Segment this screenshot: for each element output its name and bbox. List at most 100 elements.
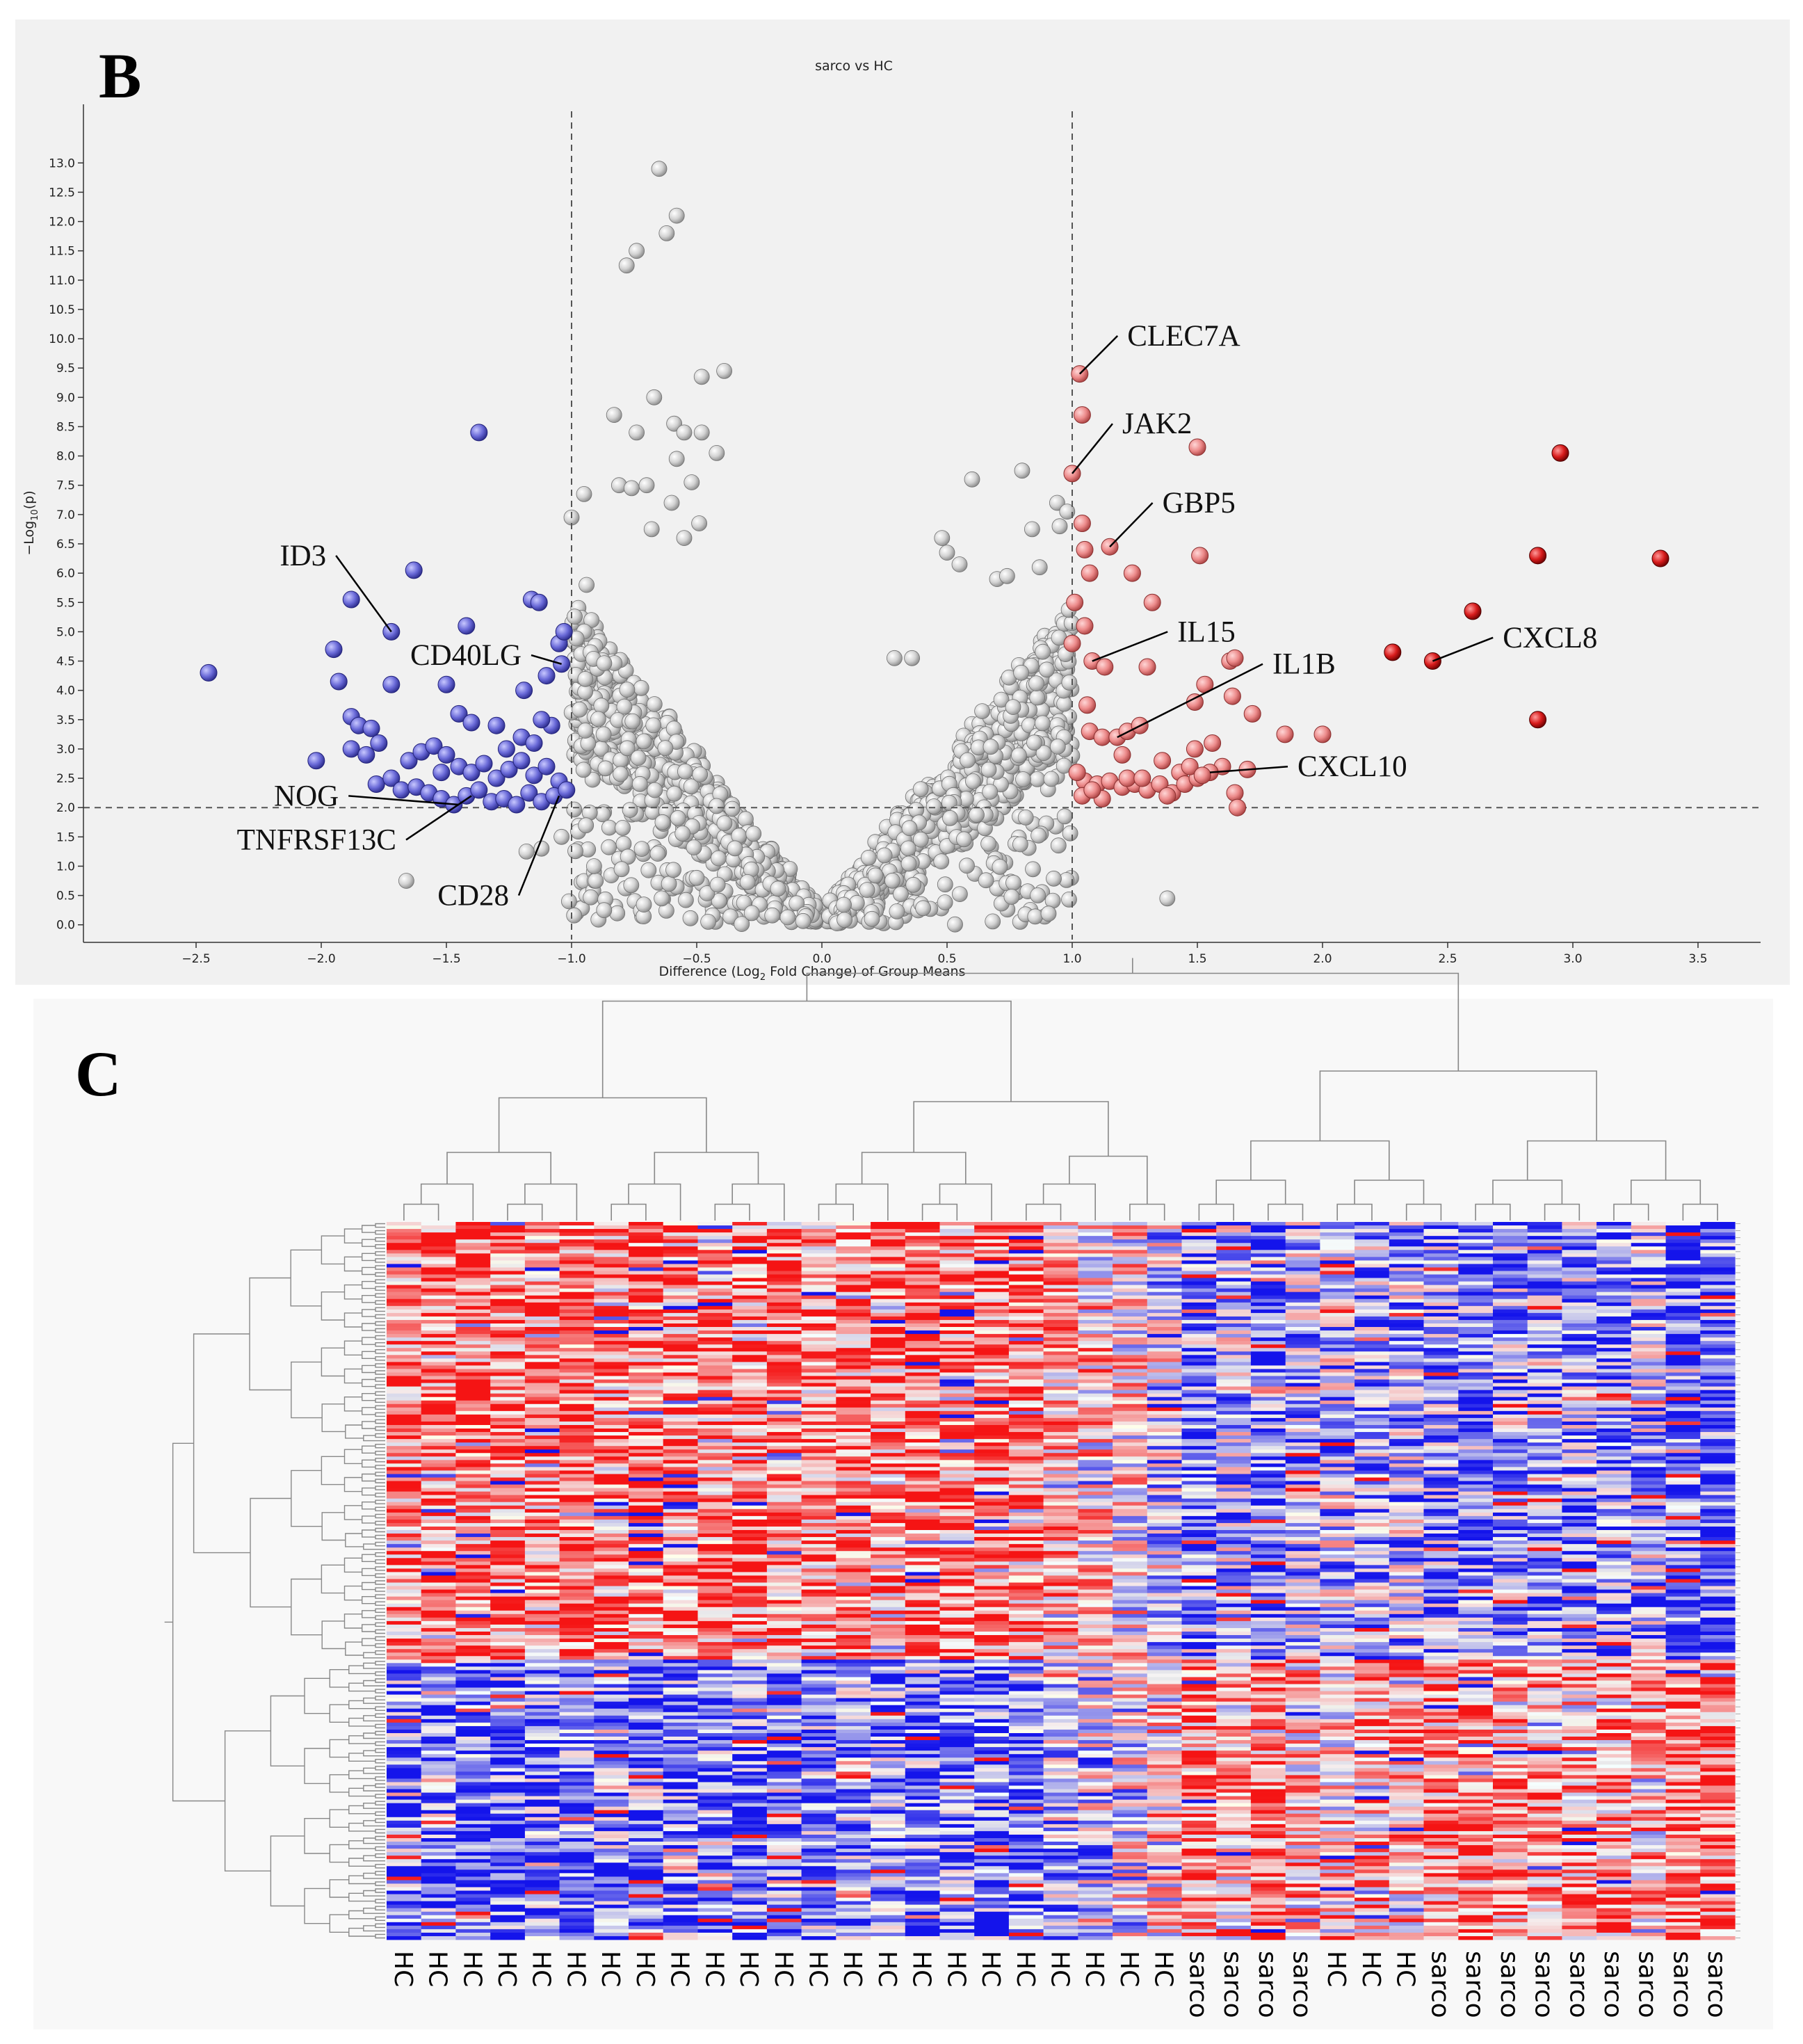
- ns-point: [647, 782, 663, 798]
- heatmap-cell: [732, 1694, 768, 1699]
- heatmap-cell: [801, 1330, 836, 1335]
- heatmap-cell: [524, 1810, 560, 1814]
- down-regulated-point: [530, 593, 548, 611]
- ns-point: [1061, 675, 1078, 691]
- y-tick-label: 1.5: [56, 830, 75, 844]
- x-tick-label: 1.0: [1062, 952, 1081, 966]
- heatmap-cell: [524, 1491, 560, 1496]
- heatmap-cell: [490, 1866, 526, 1870]
- heatmap-cell: [801, 1291, 836, 1296]
- heatmap-cell: [524, 1732, 560, 1737]
- heatmap-panel: C HC HC HC HC HC HC HC HC HC HC HC HC HC HC HC HC HC HC HC…: [33, 958, 1773, 2029]
- heatmap-cell: [801, 1288, 836, 1293]
- heatmap-cell: [387, 1834, 422, 1839]
- heatmap-cell: [801, 1495, 836, 1499]
- heatmap-cell: [801, 1572, 836, 1576]
- heatmap-cell: [490, 1856, 526, 1860]
- heatmap-cell: [524, 1470, 560, 1474]
- heatmap-cell: [421, 1656, 456, 1660]
- heatmap-cell: [697, 1330, 733, 1335]
- heatmap-cell: [801, 1512, 836, 1517]
- down-regulated-point: [325, 641, 343, 659]
- heatmap-cell: [697, 1911, 733, 1916]
- heatmap-cell: [663, 1537, 698, 1541]
- heatmap-cell: [697, 1291, 733, 1296]
- heatmap-cell: [387, 1824, 422, 1828]
- heatmap-cell: [490, 1932, 526, 1937]
- heatmap-cell: [387, 1677, 422, 1681]
- heatmap-cell: [524, 1488, 560, 1492]
- heatmap-cell: [559, 1862, 595, 1867]
- heatmap-cell: [387, 1358, 422, 1362]
- heatmap-cell: [629, 1327, 664, 1331]
- heatmap-cell: [766, 1617, 802, 1622]
- heatmap-cell: [766, 1887, 802, 1891]
- heatmap-cell: [697, 1470, 733, 1474]
- heatmap-cell: [490, 1827, 526, 1832]
- heatmap-cell: [594, 1712, 629, 1716]
- heatmap-cell: [629, 1830, 664, 1835]
- heatmap-cell: [801, 1586, 836, 1590]
- heatmap-cell: [629, 1515, 664, 1520]
- heatmap-cell: [629, 1250, 664, 1254]
- heatmap-cell: [663, 1407, 698, 1412]
- heatmap-cell: [524, 1887, 560, 1891]
- heatmap-cell: [801, 1869, 836, 1874]
- heatmap-cell: [421, 1312, 456, 1317]
- heatmap-cell: [387, 1725, 422, 1730]
- heatmap-cell: [801, 1890, 836, 1894]
- heatmap-cell: [387, 1639, 422, 1643]
- heatmap-cell: [732, 1407, 768, 1412]
- heatmap-cell: [524, 1337, 560, 1342]
- heatmap-cell: [421, 1830, 456, 1835]
- heatmap-cell: [732, 1838, 768, 1842]
- heatmap-cell: [524, 1789, 560, 1793]
- panel-label-c: C: [75, 1038, 121, 1109]
- heatmap-cell: [455, 1403, 491, 1408]
- heatmap-cell: [490, 1417, 526, 1422]
- heatmap-cell: [766, 1495, 802, 1499]
- heatmap-cell: [490, 1852, 526, 1856]
- heatmap-cell: [387, 1656, 422, 1660]
- heatmap-cell: [697, 1236, 733, 1240]
- heatmap-cell: [559, 1383, 595, 1387]
- ns-point: [623, 877, 640, 894]
- heatmap-cell: [732, 1918, 768, 1923]
- heatmap-cell: [559, 1820, 595, 1825]
- heatmap-cell: [559, 1796, 595, 1801]
- y-tick-label: 4.5: [56, 655, 75, 669]
- heatmap-cell: [455, 1701, 491, 1706]
- heatmap-cell: [801, 1467, 836, 1471]
- heatmap-cell: [455, 1747, 491, 1751]
- heatmap-cell: [490, 1747, 526, 1751]
- heatmap-cell: [663, 1309, 698, 1314]
- heatmap-cell: [697, 1614, 733, 1618]
- heatmap-cell: [421, 1757, 456, 1762]
- heatmap-cell: [732, 1337, 768, 1342]
- heatmap-cell: [387, 1666, 422, 1671]
- heatmap-cell: [421, 1673, 456, 1677]
- heatmap-cell: [387, 1232, 422, 1237]
- heatmap-cell: [524, 1922, 560, 1926]
- heatmap-cell: [801, 1341, 836, 1345]
- heatmap-cell: [559, 1484, 595, 1488]
- heatmap-cell: [387, 1250, 422, 1254]
- heatmap-cell: [421, 1632, 456, 1636]
- heatmap-cell: [490, 1421, 526, 1426]
- heatmap-cell: [387, 1291, 422, 1296]
- heatmap-cell: [559, 1327, 595, 1331]
- heatmap-cell: [387, 1554, 422, 1559]
- heatmap-cell: [524, 1403, 560, 1408]
- heatmap-cell: [629, 1376, 664, 1380]
- heatmap-cell: [594, 1617, 629, 1622]
- heatmap-cell: [697, 1751, 733, 1755]
- heatmap-cell: [559, 1817, 595, 1821]
- heatmap-cell: [421, 1250, 456, 1254]
- heatmap-cell: [559, 1222, 595, 1226]
- heatmap-cell: [594, 1246, 629, 1250]
- heatmap-cell: [732, 1635, 768, 1639]
- ns-point: [724, 800, 741, 817]
- up-regulated-point: [1226, 784, 1244, 802]
- heatmap-cell: [524, 1880, 560, 1884]
- heatmap-cell: [387, 1632, 422, 1636]
